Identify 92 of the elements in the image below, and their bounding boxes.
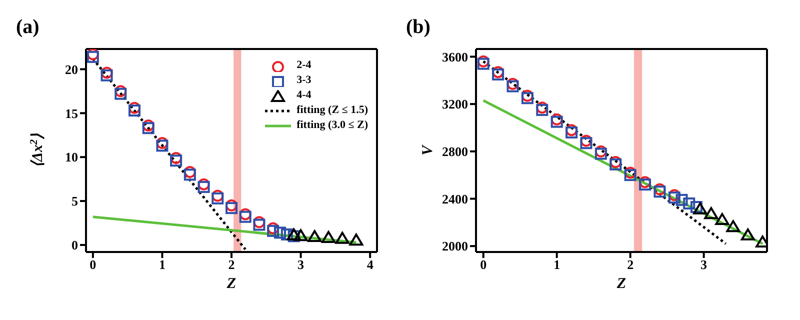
y-tick-label: 5 — [72, 194, 78, 209]
x-tick-label: 2 — [228, 257, 235, 272]
y-tick-label: 2800 — [442, 144, 468, 160]
chart-title: (b) — [406, 16, 430, 39]
point — [114, 88, 127, 100]
legend-label: 4-4 — [296, 88, 312, 103]
y-axis-title: V — [420, 144, 436, 156]
y-tick-label: 20 — [65, 62, 78, 77]
point — [212, 192, 224, 204]
x-tick-label: 0 — [90, 257, 96, 272]
chart-title: (a) — [16, 16, 40, 39]
point — [668, 189, 680, 202]
x-tick-label: 1 — [158, 257, 166, 272]
point — [170, 152, 182, 164]
point — [267, 222, 280, 234]
y-tick-label: 15 — [65, 106, 78, 121]
point — [239, 208, 252, 220]
point — [690, 201, 702, 214]
point — [715, 213, 730, 226]
point — [170, 154, 182, 167]
point — [226, 199, 238, 212]
point — [693, 202, 708, 214]
point — [156, 140, 168, 152]
y-tick-label: 0 — [72, 238, 78, 253]
point — [521, 92, 534, 104]
point — [668, 192, 680, 204]
point — [142, 119, 154, 132]
point — [683, 197, 696, 210]
point — [114, 85, 127, 98]
point — [239, 210, 252, 223]
legend-label: fitting (3.0 ≤ Z) — [296, 118, 368, 133]
legend-label: fitting (Z ≤ 1.5) — [296, 103, 368, 118]
x-tick-label: 0 — [480, 257, 487, 272]
y-tick-label: 3200 — [442, 96, 468, 112]
point — [580, 134, 592, 147]
point — [550, 113, 563, 126]
legend-label: 3-3 — [296, 73, 312, 88]
point — [212, 190, 224, 202]
x-axis-title: Z — [226, 276, 236, 292]
point — [142, 122, 154, 134]
y-tick-label: 3600 — [442, 49, 468, 64]
y-tick-label: 2000 — [442, 238, 468, 254]
x-tick-label: 3 — [700, 257, 708, 272]
point — [521, 90, 534, 102]
point — [654, 183, 666, 196]
point — [624, 169, 636, 182]
point — [639, 176, 652, 188]
point — [726, 220, 740, 232]
point — [335, 232, 350, 244]
point — [550, 116, 563, 128]
point — [624, 166, 636, 179]
x-tick-label: 2 — [627, 257, 634, 272]
point — [274, 226, 286, 239]
point — [580, 137, 592, 150]
point — [128, 102, 140, 114]
point — [506, 80, 519, 92]
point — [308, 230, 322, 242]
point — [676, 194, 688, 206]
y-tick-label: 10 — [65, 150, 78, 165]
point — [477, 58, 490, 70]
x-tick-label: 1 — [554, 257, 560, 272]
legend-label: 2-4 — [296, 58, 312, 73]
point — [86, 49, 99, 60]
y-tick-label: 2400 — [442, 191, 468, 206]
point — [349, 234, 364, 246]
x-tick-label: 3 — [298, 257, 305, 272]
point — [156, 137, 168, 150]
point — [226, 202, 238, 214]
point — [654, 186, 666, 198]
x-tick-label: 4 — [366, 257, 374, 272]
point — [184, 166, 196, 178]
point — [322, 230, 336, 243]
point — [267, 224, 280, 237]
point — [128, 104, 140, 117]
point — [740, 228, 755, 240]
point — [594, 145, 607, 158]
x-axis-title: Z — [616, 276, 626, 292]
point — [100, 69, 113, 82]
point — [639, 178, 652, 191]
point — [477, 55, 490, 68]
point — [280, 228, 293, 240]
point — [253, 218, 266, 231]
point — [704, 207, 718, 220]
point — [86, 50, 99, 63]
point — [594, 148, 607, 160]
point — [100, 66, 113, 79]
point — [184, 168, 196, 181]
point — [198, 180, 210, 193]
point — [253, 216, 266, 228]
point — [294, 229, 308, 242]
point — [506, 78, 519, 90]
point — [198, 178, 210, 190]
